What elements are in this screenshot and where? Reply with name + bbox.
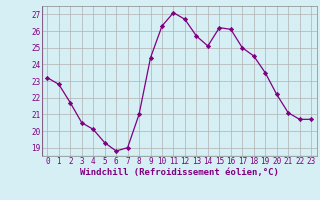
X-axis label: Windchill (Refroidissement éolien,°C): Windchill (Refroidissement éolien,°C): [80, 168, 279, 177]
